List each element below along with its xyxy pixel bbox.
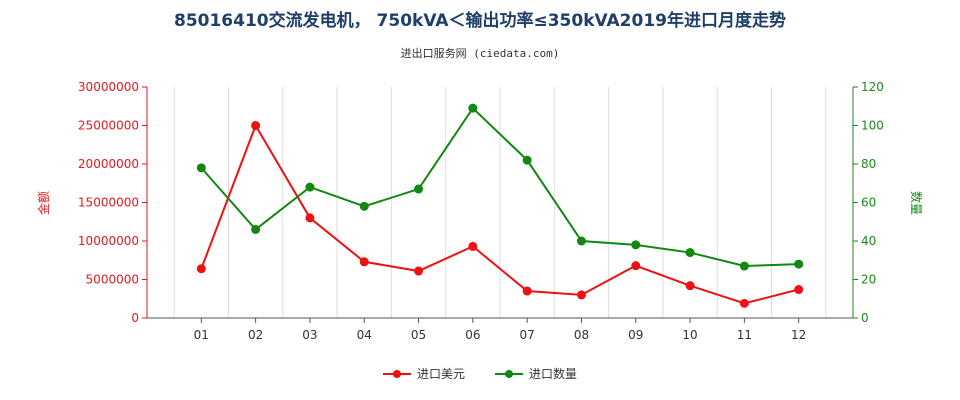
series-line-quantity [200,106,799,268]
data-point-amount [739,298,749,308]
legend-amount-marker-icon [382,369,411,379]
data-point-quantity [414,184,424,194]
left-axis-tick-label: 10000000 [78,234,139,248]
data-point-quantity [794,259,804,269]
data-point-quantity [305,182,315,192]
data-point-amount [468,241,478,251]
x-axis-tick-label: 12 [791,328,806,342]
data-point-amount [251,121,261,130]
data-point-amount [414,266,424,276]
data-point-quantity [631,240,641,250]
left-axis-tick-label: 5000000 [86,273,139,287]
left-axis-tick-label: 25000000 [78,119,139,133]
x-axis-tick-label: 11 [737,328,752,342]
legend-quantity-marker-icon [495,369,523,379]
left-axis-title: 金额 [36,191,51,215]
data-point-amount [359,257,369,267]
data-point-quantity [468,103,478,113]
x-axis-tick-label: 09 [628,328,643,342]
legend-item-amount[interactable]: 进口美元 [382,365,465,382]
data-point-amount [631,261,641,271]
x-axis-tick-label: 10 [682,328,697,342]
data-point-quantity [196,163,206,173]
right-axis-tick-label: 20 [861,273,876,287]
right-axis-title: 数量 [909,191,924,215]
data-point-amount [196,264,206,274]
right-axis-tick-label: 0 [861,311,869,325]
data-point-quantity [251,224,261,234]
data-point-amount [576,290,586,300]
left-axis-tick-label: 30000000 [78,80,139,94]
data-point-quantity [576,236,586,246]
data-point-quantity [685,248,695,258]
legend-quantity-label: 进口数量 [529,367,578,381]
left-axis-tick-label: 20000000 [78,157,139,171]
x-axis-tick-label: 05 [411,328,426,342]
right-axis-tick-label: 40 [861,234,876,248]
series-line-amount [200,123,799,305]
legend-amount-label: 进口美元 [416,367,465,381]
data-point-quantity [739,261,749,271]
right-axis-tick-label: 100 [861,119,884,133]
right-axis-tick-label: 60 [861,196,876,210]
left-axis-tick-label: 0 [131,311,139,325]
x-axis-tick-label: 03 [302,328,317,342]
chart-title: 85016410交流发电机， 750kVA＜输出功率≤350kVA2019年进口… [173,11,786,31]
legend-item-quantity[interactable]: 进口数量 [495,365,577,382]
legend: 进口美元 进口数量 [0,365,960,382]
x-axis-tick-label: 04 [357,328,372,342]
left-axis-tick-label: 15000000 [78,196,139,210]
x-axis-tick-label: 02 [248,328,263,342]
data-point-quantity [522,155,532,165]
right-axis-tick-label: 120 [861,80,884,94]
x-axis-tick-label: 01 [194,328,209,342]
x-axis-tick-label: 07 [520,328,535,342]
x-axis-tick-label: 08 [574,328,589,342]
data-point-amount [685,281,695,291]
chart-subtitle: 进出口服务网 (ciedata.com) [400,47,560,60]
data-point-amount [522,286,532,296]
data-point-amount [794,285,804,295]
data-point-amount [305,213,315,223]
data-point-quantity [359,201,369,211]
right-axis-tick-label: 80 [861,157,876,171]
x-axis-tick-label: 06 [465,328,480,342]
